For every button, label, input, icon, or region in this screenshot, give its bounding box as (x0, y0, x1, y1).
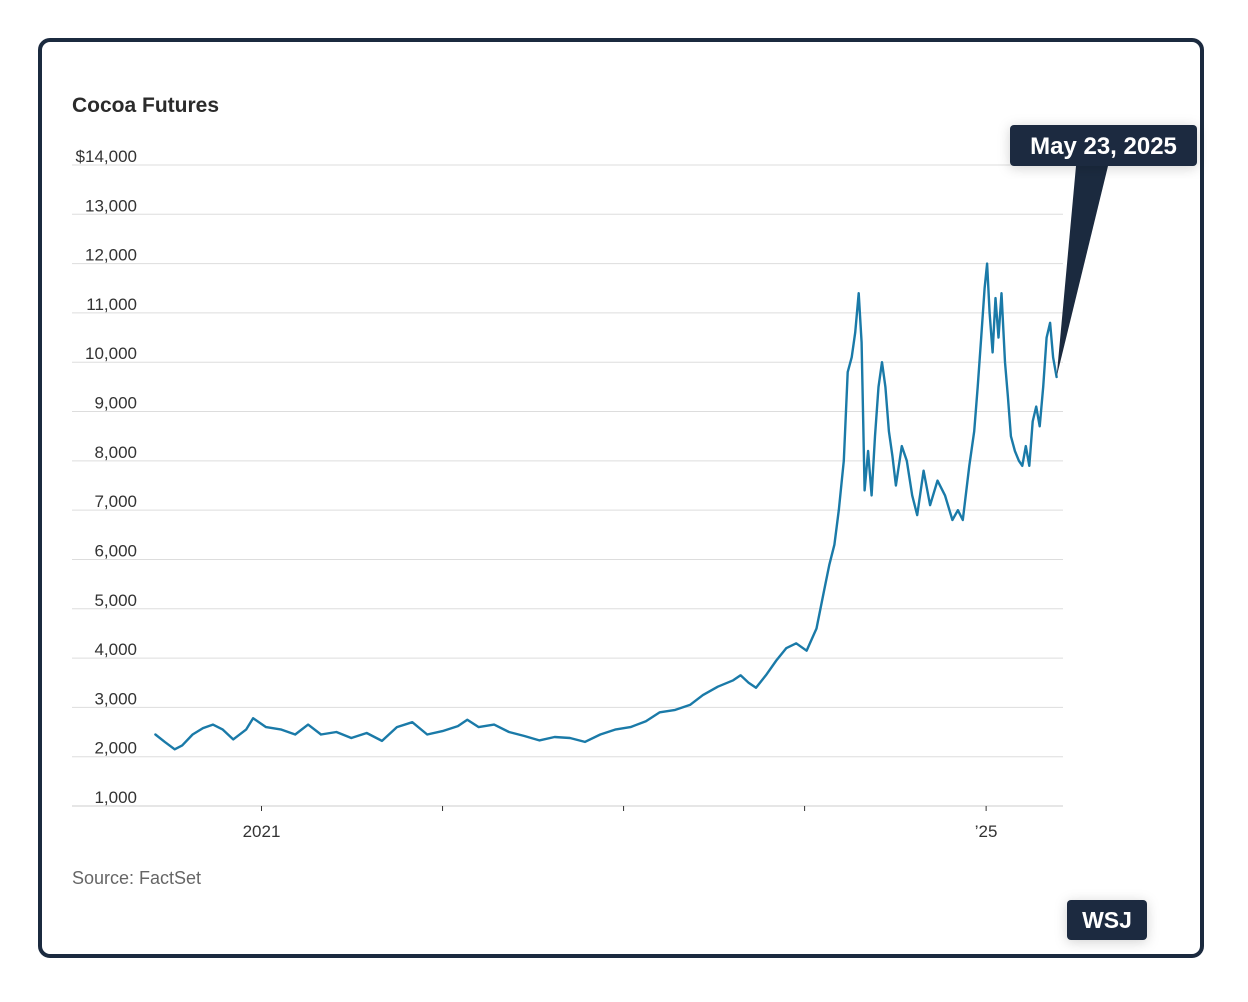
callout-pointer (1056, 166, 1108, 377)
y-tick-label: 6,000 (94, 541, 137, 560)
y-tick-label: 8,000 (94, 443, 137, 462)
chart-card (38, 38, 1204, 958)
wsj-logo: WSJ (1067, 900, 1147, 940)
chart-title: Cocoa Futures (72, 94, 219, 117)
y-tick-label: 9,000 (94, 394, 137, 413)
callout-label: May 23, 2025 (1030, 133, 1177, 160)
logo-text: WSJ (1082, 907, 1132, 933)
y-tick-label: 4,000 (94, 640, 137, 659)
callout-box (1010, 125, 1197, 166)
date-callout: May 23, 2025 (1010, 125, 1197, 377)
source-note: Source: FactSet (72, 868, 201, 888)
y-tick-label: 10,000 (85, 344, 137, 363)
y-tick-label: 7,000 (94, 492, 137, 511)
y-axis-ticks: $14,000 13,000 12,000 11,000 10,000 9,000 8,00… (76, 147, 137, 807)
y-tick-label: 2,000 (94, 739, 137, 758)
y-tick-label: $14,000 (76, 147, 137, 166)
x-tick-label: ’25 (975, 822, 998, 841)
x-tick-label: 2021 (243, 822, 281, 841)
y-tick-label: 5,000 (94, 591, 137, 610)
y-tick-label: 3,000 (94, 689, 137, 708)
grid (72, 164, 1063, 807)
price-line (154, 262, 1058, 751)
y-tick-label: 1,000 (94, 788, 137, 807)
x-axis: 2021 ’25 (243, 806, 998, 841)
y-tick-label: 13,000 (85, 196, 137, 215)
series-layer (154, 262, 1058, 751)
logo-badge (1067, 900, 1147, 940)
y-tick-label: 12,000 (85, 246, 137, 265)
y-tick-label: 11,000 (86, 295, 137, 314)
